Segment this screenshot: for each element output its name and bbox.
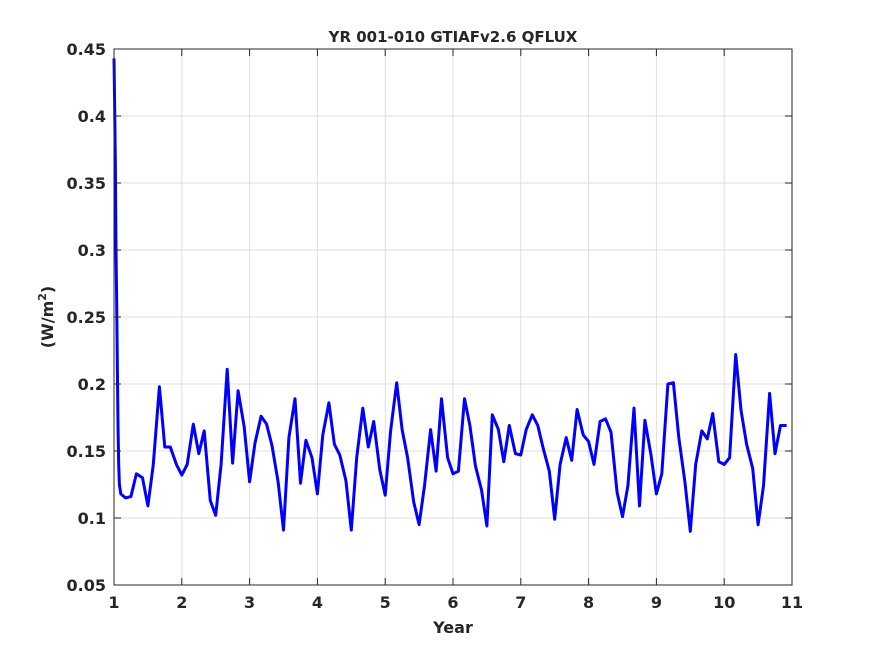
y-axis-label: (W/m2) (36, 286, 57, 348)
x-tick-label: 8 (583, 593, 594, 612)
y-tick-label: 0.45 (67, 40, 106, 59)
x-tick-label: 1 (108, 593, 119, 612)
y-tick-label: 0.1 (78, 509, 106, 528)
x-tick-label: 10 (713, 593, 735, 612)
x-tick-label: 5 (380, 593, 391, 612)
y-axis-label-superscript: 2 (36, 293, 49, 301)
series-line (112, 58, 787, 533)
x-tick-label: 6 (447, 593, 458, 612)
y-tick-label: 0.35 (67, 174, 106, 193)
x-tick-label: 3 (244, 593, 255, 612)
chart-title: YR 001-010 GTIAFv2.6 QFLUX (328, 28, 578, 46)
y-tick-labels: 0.05 0.1 0.15 0.2 0.25 0.3 0.35 0.4 0.45 (67, 40, 106, 595)
series-layer (112, 58, 787, 533)
y-tick-label: 0.2 (78, 375, 106, 394)
x-tick-label: 7 (515, 593, 526, 612)
x-tick-label: 4 (312, 593, 323, 612)
x-tick-label: 11 (781, 593, 803, 612)
y-tick-label: 0.05 (67, 576, 106, 595)
y-tick-label: 0.4 (78, 107, 106, 126)
x-tick-label: 9 (651, 593, 662, 612)
y-tick-label: 0.25 (67, 308, 106, 327)
x-tick-label: 2 (176, 593, 187, 612)
y-axis-label-main: (W/m (38, 301, 57, 348)
x-axis-label: Year (432, 618, 473, 637)
y-axis-label-suffix: ) (38, 286, 57, 293)
y-tick-label: 0.15 (67, 442, 106, 461)
x-tick-labels: 1 2 3 4 5 6 7 8 9 10 11 (108, 593, 803, 612)
tick-marks (113, 48, 793, 586)
y-tick-label: 0.3 (78, 241, 106, 260)
